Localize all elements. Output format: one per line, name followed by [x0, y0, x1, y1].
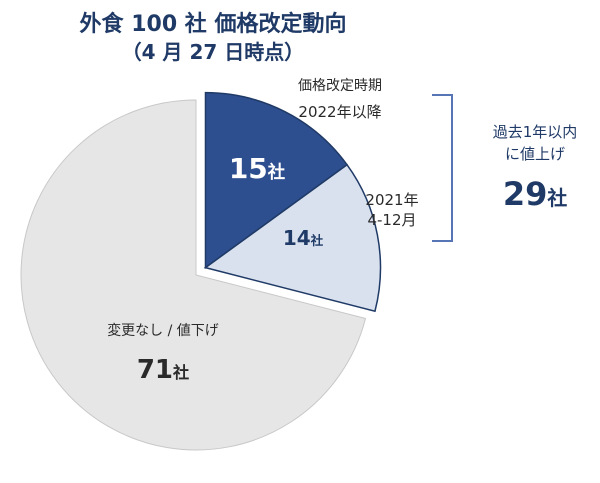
- slice-2-label: 2021年: [365, 191, 418, 209]
- pie-slices: [20, 91, 382, 451]
- annotation-label-1: に値上げ: [505, 145, 565, 163]
- annotation-label: 過去1年以内: [493, 123, 578, 141]
- pie-slice-2: [203, 163, 382, 313]
- slice-1-label: 2022年以降: [298, 103, 381, 121]
- slice-3-label: 変更なし / 値下げ: [107, 322, 219, 339]
- pie-slice-1: [204, 91, 349, 270]
- chart-title: 外食 100 社 価格改定動向: [80, 11, 347, 37]
- pie-slice-3: [20, 99, 367, 451]
- chart-subtitle: （4 月 27 日時点）: [122, 40, 305, 64]
- annotation-value: 29社: [503, 175, 568, 213]
- slice-2-label-1: 4-12月: [367, 211, 416, 229]
- grouping-bracket: [432, 94, 453, 242]
- legend-header: 価格改定時期: [298, 78, 382, 94]
- slice-1-value: 15社: [229, 152, 285, 185]
